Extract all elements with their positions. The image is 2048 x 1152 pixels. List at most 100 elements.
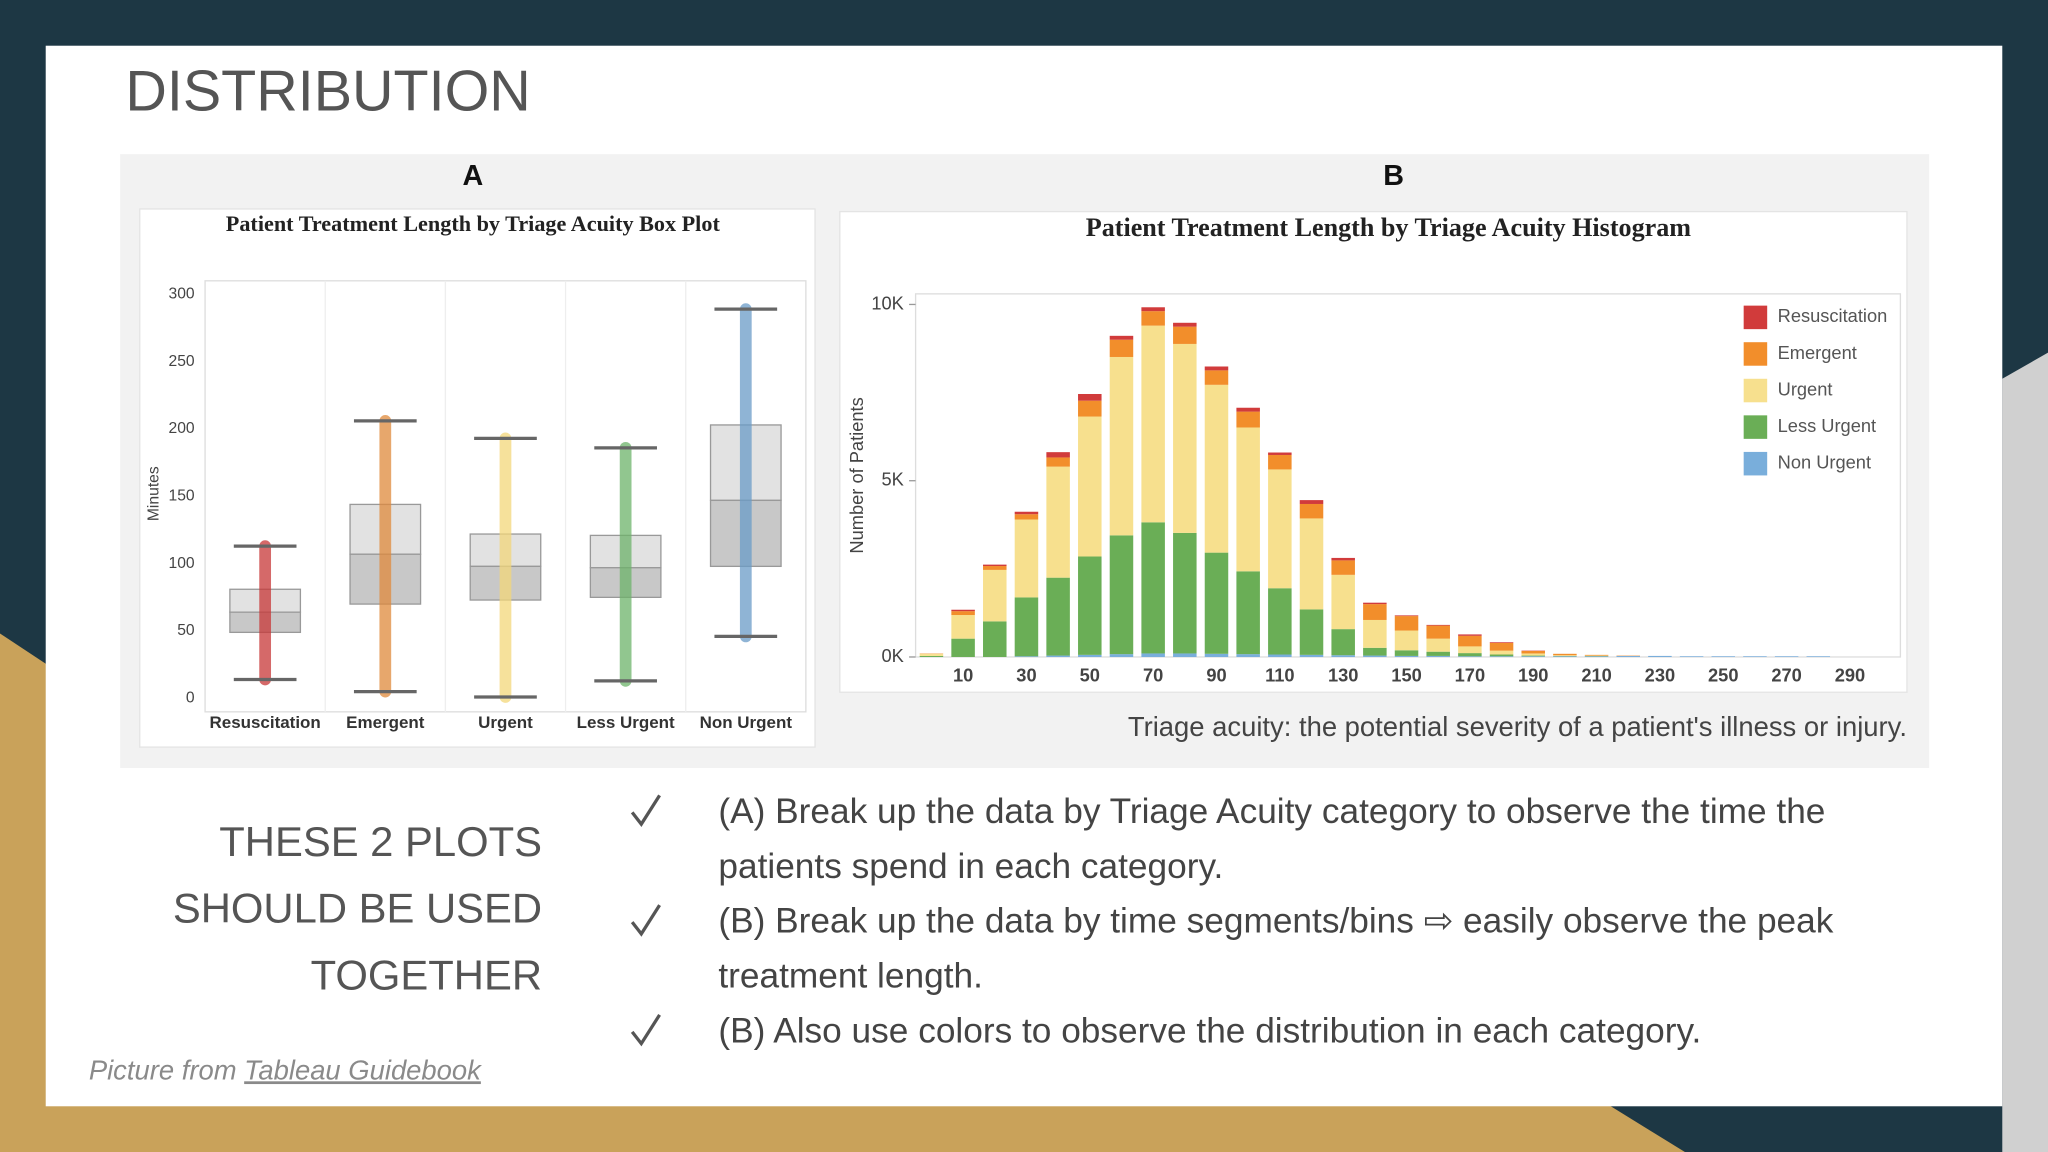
- bar-segment: [1173, 326, 1197, 344]
- bar-segment: [1014, 656, 1039, 657]
- x-tick-label: 150: [1391, 664, 1421, 685]
- x-tick-label: 50: [1080, 664, 1100, 685]
- bar-segment: [1141, 325, 1165, 523]
- bar-segment: [1774, 656, 1799, 657]
- legend-label: Resuscitation: [1778, 305, 1888, 326]
- y-tick-label: 250: [168, 353, 194, 370]
- x-tick-label: 90: [1206, 664, 1226, 685]
- bar-segment: [1521, 656, 1545, 657]
- bar-segment: [1394, 650, 1419, 656]
- bar-segment: [1806, 656, 1831, 657]
- bar-segment: [1331, 655, 1355, 657]
- check-icon: [630, 904, 661, 937]
- bar-segment: [1553, 653, 1577, 656]
- credit: Picture from Tableau Guidebook: [89, 1055, 482, 1086]
- bar-segment: [1046, 457, 1070, 467]
- bar-segment: [951, 611, 975, 616]
- bar-segment: [1109, 335, 1134, 340]
- bar-segment: [1331, 557, 1355, 561]
- bar-segment: [1679, 656, 1704, 657]
- bar-segment: [1458, 646, 1482, 654]
- bar-segment: [1204, 552, 1229, 654]
- plot-frame: [914, 293, 1902, 658]
- bar-segment: [983, 564, 1007, 567]
- bar-segment: [1236, 571, 1260, 655]
- bar-segment: [1426, 651, 1450, 656]
- bar-segment: [1236, 407, 1260, 412]
- legend-swatch: [1743, 342, 1768, 366]
- bar-segment: [1236, 411, 1260, 428]
- bar-segment: [1363, 602, 1387, 605]
- bar-segment: [1521, 653, 1545, 656]
- chart-card: [139, 208, 816, 748]
- plot-frame: [204, 280, 807, 713]
- bar-segment: [951, 638, 975, 657]
- bar-segment: [1046, 452, 1070, 458]
- bar-segment: [1489, 642, 1514, 651]
- bar-segment: [1268, 654, 1292, 657]
- bar-segment: [1268, 452, 1292, 455]
- bar-segment: [1299, 503, 1324, 519]
- y-tick-label: 10K: [871, 292, 904, 313]
- x-tick-label: 230: [1645, 664, 1675, 685]
- bar-segment: [1078, 556, 1102, 655]
- side-text: SHOULD BE USED: [173, 885, 542, 932]
- bar-segment: [951, 609, 975, 612]
- bar-segment: [1173, 322, 1197, 327]
- x-tick-label: 130: [1328, 664, 1358, 685]
- y-tick-label: 0K: [881, 645, 903, 666]
- bar-segment: [1141, 307, 1165, 312]
- bar-segment: [1173, 653, 1197, 657]
- bar-segment: [1648, 655, 1672, 657]
- bar-segment: [1426, 624, 1450, 626]
- bar-segment: [1014, 519, 1039, 598]
- x-tick-label: 290: [1835, 664, 1865, 685]
- x-tick-label: Less Urgent: [577, 713, 675, 732]
- bar-segment: [1173, 532, 1197, 654]
- panel-label: A: [462, 160, 483, 192]
- check-icon: [630, 794, 661, 827]
- x-tick-label: 190: [1518, 664, 1548, 685]
- bar-segment: [1299, 654, 1324, 657]
- bar-segment: [1078, 654, 1102, 657]
- panel-label: B: [1383, 160, 1404, 192]
- bar-segment: [1458, 635, 1482, 647]
- bar-segment: [1331, 629, 1355, 656]
- bar-segment: [1109, 339, 1134, 357]
- bar-segment: [1109, 356, 1134, 536]
- bar-segment: [1458, 653, 1482, 657]
- bar-segment: [1489, 650, 1514, 655]
- y-tick-label: 200: [168, 420, 194, 437]
- y-tick-label: 0: [186, 690, 195, 707]
- bullet-text: (B) Break up the data by time segments/b…: [718, 902, 1833, 941]
- x-tick-label: Emergent: [346, 713, 425, 732]
- bar-segment: [1204, 384, 1229, 553]
- bar-segment: [1299, 500, 1324, 504]
- bar-segment: [1078, 416, 1102, 557]
- bar-segment: [1426, 655, 1450, 657]
- bar-segment: [1331, 574, 1355, 630]
- legend-swatch: [1743, 378, 1768, 403]
- bar-segment: [1394, 615, 1419, 617]
- bar-segment: [1489, 656, 1514, 657]
- bar-segment: [1299, 518, 1324, 610]
- bar-segment: [1363, 604, 1387, 620]
- bar-segment: [1584, 656, 1609, 657]
- bar-segment: [1299, 609, 1324, 655]
- bullet-text: (A) Break up the data by Triage Acuity c…: [718, 792, 1825, 831]
- bar-segment: [1268, 588, 1292, 655]
- bar-segment: [1046, 655, 1070, 657]
- legend-label: Non Urgent: [1778, 452, 1871, 473]
- credit-link[interactable]: Tableau Guidebook: [244, 1055, 482, 1086]
- x-tick-label: 250: [1708, 664, 1738, 685]
- bar-segment: [1616, 655, 1640, 657]
- bar-segment: [1743, 656, 1767, 657]
- bar-segment: [1553, 655, 1577, 656]
- credit-text: Picture from: [89, 1055, 244, 1086]
- bar-segment: [951, 615, 975, 639]
- bar-segment: [1363, 647, 1387, 656]
- bar-segment: [1014, 597, 1039, 657]
- y-axis-label: Number of Patients: [846, 397, 867, 553]
- bar-segment: [1236, 427, 1260, 572]
- bar-segment: [1268, 454, 1292, 470]
